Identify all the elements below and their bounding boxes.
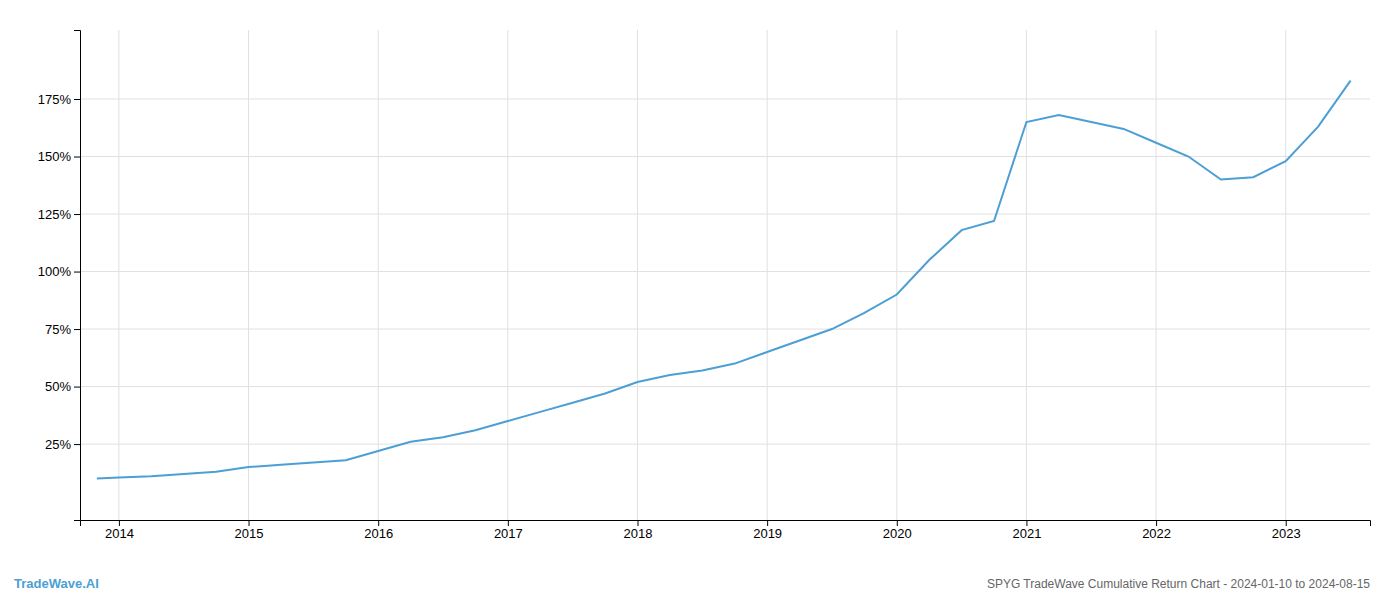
grid-line-y [80, 386, 1370, 387]
grid-line-y [80, 156, 1370, 157]
y-tick-label: 50% [45, 379, 71, 394]
x-tick-mark [378, 520, 379, 526]
x-tick-mark [767, 520, 768, 526]
grid-line-x [378, 30, 379, 520]
x-tick-label: 2015 [235, 526, 264, 541]
x-tick-label: 2021 [1012, 526, 1041, 541]
y-tick: 25% [45, 437, 80, 452]
x-tick-label: 2023 [1272, 526, 1301, 541]
x-tick-mark [508, 520, 509, 526]
y-axis: 25% 50% 75% 100% 125% 150% 175% [38, 31, 81, 521]
x-tick-label: 2014 [105, 526, 134, 541]
x-tick-label: 2017 [494, 526, 523, 541]
y-tick-mark [74, 157, 80, 158]
x-tick-label: 2018 [624, 526, 653, 541]
grid-line-y [80, 214, 1370, 215]
grid-line-y [80, 271, 1370, 272]
x-tick: 2019 [753, 520, 782, 541]
y-tick: 150% [38, 149, 80, 164]
line [97, 81, 1351, 479]
grid-line-y [80, 444, 1370, 445]
y-tick-label: 175% [38, 92, 72, 107]
x-tick-mark [119, 520, 120, 526]
x-tick: 2014 [105, 520, 134, 541]
annotation: TradeWave.AI [14, 576, 99, 591]
x-tick-mark [1156, 520, 1157, 526]
x-tick-mark [1286, 520, 1287, 526]
grid-line-x [1285, 30, 1286, 520]
x-tick-mark [249, 520, 250, 526]
x-tick: 2015 [235, 520, 264, 541]
x-tick-mark [637, 520, 638, 526]
x-tick-label: 2019 [753, 526, 782, 541]
y-tick-mark [74, 444, 80, 445]
grid-line-x [507, 30, 508, 520]
y-tick-label: 75% [45, 322, 71, 337]
grid-line-x [1156, 30, 1157, 520]
y-tick-label: 25% [45, 437, 71, 452]
y-tick: 75% [45, 322, 80, 337]
y-tick: 175% [38, 92, 80, 107]
y-tick-mark [74, 387, 80, 388]
grid-line-y [80, 99, 1370, 100]
plot: 2014 2015 2016 2017 2018 2019 2020 2021 2022 2023… [38, 30, 1371, 541]
x-tick: 2023 [1272, 520, 1301, 541]
x-tick: 2018 [624, 520, 653, 541]
marks [97, 81, 1351, 479]
y-tick-mark [74, 329, 80, 330]
x-tick-label: 2022 [1142, 526, 1171, 541]
x-tick: 2017 [494, 520, 523, 541]
x-tick: 2021 [1012, 520, 1041, 541]
x-tick: 2020 [883, 520, 912, 541]
title: SPYG TradeWave Cumulative Return Chart -… [987, 577, 1370, 591]
grid-line-x [118, 30, 119, 520]
y-tick-mark [74, 99, 80, 100]
y-tick: 50% [45, 379, 80, 394]
grid-line-y [80, 329, 1370, 330]
x-tick-label: 2020 [883, 526, 912, 541]
y-tick-label: 150% [38, 149, 72, 164]
y-tick-mark [74, 272, 80, 273]
x-tick-label: 2016 [364, 526, 393, 541]
y-tick-label: 125% [38, 207, 72, 222]
x-tick: 2016 [364, 520, 393, 541]
x-tick: 2022 [1142, 520, 1171, 541]
y-tick: 125% [38, 207, 80, 222]
x-axis: 2014 2015 2016 2017 2018 2019 2020 2021 2022 2023 [81, 520, 1371, 541]
y-tick: 100% [38, 264, 80, 279]
grid [80, 30, 1370, 520]
grid-line-x [637, 30, 638, 520]
x-axis-line [81, 521, 1371, 527]
y-axis-line [74, 31, 81, 521]
x-tick-mark [1026, 520, 1027, 526]
grid-line-x [896, 30, 897, 520]
grid-line-x [767, 30, 768, 520]
chart: 2014 2015 2016 2017 2018 2019 2020 2021 2022 2023… [0, 0, 1400, 600]
grid-line-x [248, 30, 249, 520]
grid-line-x [1026, 30, 1027, 520]
y-tick-label: 100% [38, 264, 72, 279]
x-tick-mark [897, 520, 898, 526]
y-tick-mark [74, 214, 80, 215]
